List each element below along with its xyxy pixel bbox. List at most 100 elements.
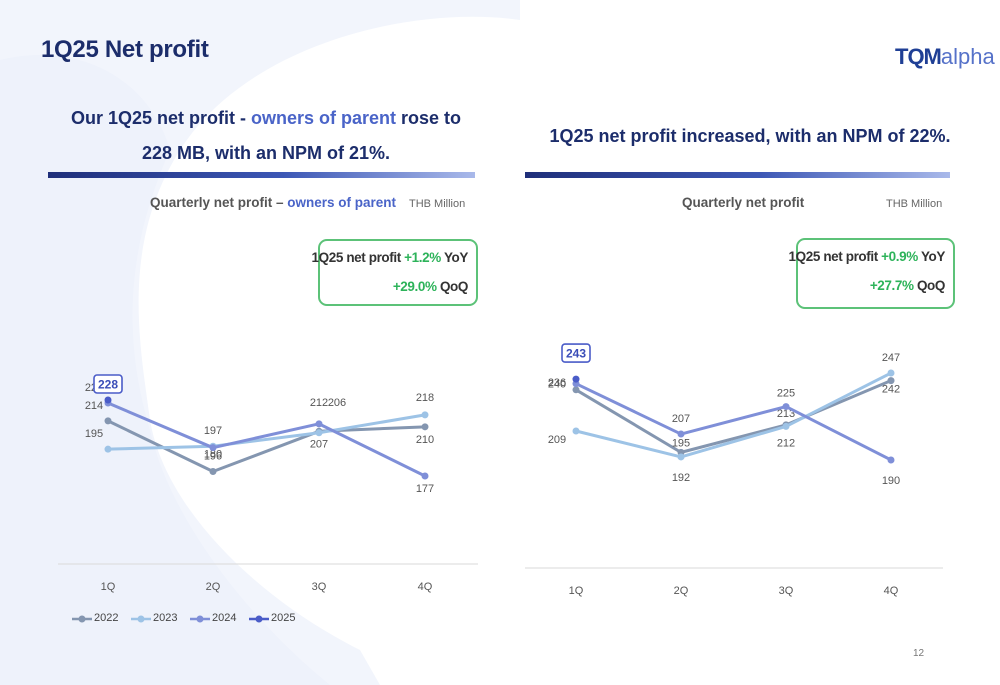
- right-data-label-2022: 242: [882, 384, 900, 396]
- right-box-qoq-value: +27.7%: [869, 278, 914, 293]
- left-chart-title: Quarterly net profit – owners of parent: [150, 195, 396, 210]
- right-data-label-2025: 243: [566, 347, 586, 361]
- legend-swatch-icon: [72, 615, 92, 623]
- left-x-tick-label: 1Q: [101, 581, 116, 593]
- left-data-label-2025: 228: [98, 378, 118, 392]
- left-x-tick-label: 4Q: [418, 581, 433, 593]
- right-x-tick-label: 3Q: [779, 585, 794, 597]
- right-box-label: 1Q25 net profit: [788, 249, 879, 264]
- left-data-label-2023: 197: [204, 425, 222, 437]
- legend-label: 2023: [153, 612, 178, 624]
- legend-label: 2024: [212, 612, 237, 624]
- left-data-label-2022: 214: [85, 400, 103, 412]
- right-box-row-yoy: 1Q25 net profit +0.9% YoY: [788, 249, 946, 264]
- left-point-2024: [209, 444, 217, 452]
- right-unit-label: THB Million: [886, 198, 943, 210]
- page-number: 12: [913, 648, 925, 659]
- left-point-2022: [421, 423, 429, 431]
- right-x-tick-label: 1Q: [569, 585, 584, 597]
- left-headline-line2: 228 MB, with an NPM of 21%.: [141, 143, 391, 163]
- left-chart-title-highlight: owners of parent: [287, 195, 397, 210]
- left-divider-bar: [48, 172, 475, 178]
- right-series-line-2024: [575, 382, 892, 462]
- right-point-2022: [572, 386, 580, 394]
- right-divider-bar: [525, 172, 950, 178]
- right-data-label-2022: 236: [548, 377, 566, 389]
- page-title: 1Q25 Net profit: [41, 36, 209, 63]
- left-point-2025: [104, 396, 112, 404]
- left-headline-line1: Our 1Q25 net profit - owners of parent r…: [48, 101, 484, 136]
- legend-label: 2022: [94, 612, 119, 624]
- left-point-2023: [315, 429, 323, 437]
- right-data-label-2022: 195: [672, 437, 690, 449]
- left-data-label-2023: 206: [328, 397, 346, 409]
- legend-swatch-icon: [249, 615, 269, 623]
- left-chart-title-text: Quarterly net profit –: [150, 195, 288, 210]
- right-data-label-2024: 240: [548, 379, 566, 391]
- left-x-tick-label: 3Q: [312, 581, 327, 593]
- left-data-label-2023: 218: [416, 392, 434, 404]
- right-point-2023: [677, 453, 685, 461]
- left-point-2024: [421, 472, 429, 480]
- right-point-2024: [782, 403, 790, 411]
- left-point-2022: [104, 417, 112, 425]
- left-point-2022: [209, 468, 217, 476]
- right-data-label-2023: 247: [882, 352, 900, 364]
- right-point-2023: [887, 369, 895, 377]
- right-point-2024: [677, 430, 685, 438]
- left-unit-label: THB Million: [409, 198, 466, 210]
- left-box-row-qoq: +29.0% QoQ: [392, 279, 469, 294]
- left-x-tick-label: 2Q: [206, 581, 221, 593]
- logo-text-bold: TQM: [895, 44, 942, 69]
- left-data-label-2024: 196: [204, 451, 222, 463]
- left-data-label-2024: 177: [416, 483, 434, 495]
- left-data-label-2023: 195: [85, 428, 103, 440]
- left-box-label: 1Q25 net profit: [311, 250, 402, 265]
- legend-swatch-icon: [131, 615, 151, 623]
- left-headline-part-c: rose to: [396, 108, 462, 128]
- right-box-qoq-label: QoQ: [916, 278, 945, 293]
- right-point-2025: [572, 375, 580, 383]
- right-growth-box: 1Q25 net profit +0.9% YoY +27.7% QoQ: [789, 238, 955, 309]
- left-growth-box: 1Q25 net profit +1.2% YoY +29.0% QoQ: [312, 239, 478, 306]
- left-series-line-2024: [107, 401, 426, 478]
- left-box-yoy-label: YoY: [443, 250, 468, 265]
- right-x-tick-label: 2Q: [674, 585, 689, 597]
- left-series-line-2022: [107, 419, 426, 474]
- right-point-2022: [887, 377, 895, 385]
- left-data-label-2024: 212: [310, 397, 328, 409]
- right-box-yoy-value: +0.9%: [881, 249, 918, 264]
- left-data-label-2022: 210: [416, 434, 434, 446]
- right-data-label-2022: 213: [777, 408, 795, 420]
- logo-text-light: alpha: [940, 44, 995, 69]
- right-data-label-2023: 209: [548, 434, 566, 446]
- left-point-2023: [104, 445, 112, 453]
- left-headline: Our 1Q25 net profit - owners of parent r…: [48, 101, 484, 171]
- left-point-2023: [421, 411, 429, 419]
- left-headline-highlight: owners of parent: [250, 108, 397, 128]
- right-data-label-2024: 190: [882, 475, 900, 487]
- left-highlight-box-2025: [93, 374, 123, 394]
- legend-swatch-icon: [190, 615, 210, 623]
- left-box-row-yoy: 1Q25 net profit +1.2% YoY: [311, 250, 469, 265]
- left-box-yoy-value: +1.2%: [404, 250, 441, 265]
- left-series-line-2023: [107, 413, 426, 451]
- right-point-2023: [572, 427, 580, 435]
- right-series-line-2023: [575, 371, 892, 459]
- left-point-2024: [315, 420, 323, 428]
- right-data-label-2024: 225: [777, 388, 795, 400]
- left-box-qoq-value: +29.0%: [392, 279, 437, 294]
- right-point-2024: [887, 456, 895, 464]
- right-series-line-2022: [575, 379, 892, 454]
- right-data-label-2023: 192: [672, 472, 690, 484]
- company-logo: TQMalpha: [895, 44, 995, 70]
- right-data-label-2023: 212: [777, 437, 795, 449]
- left-data-label-2022: 180: [204, 449, 222, 461]
- right-headline: 1Q25 net profit increased, with an NPM o…: [549, 126, 951, 146]
- right-box-yoy-label: YoY: [920, 249, 945, 264]
- right-highlight-box-2025: [561, 343, 591, 363]
- left-headline-part-a: Our 1Q25 net profit -: [70, 108, 251, 128]
- right-box-row-qoq: +27.7% QoQ: [869, 278, 946, 293]
